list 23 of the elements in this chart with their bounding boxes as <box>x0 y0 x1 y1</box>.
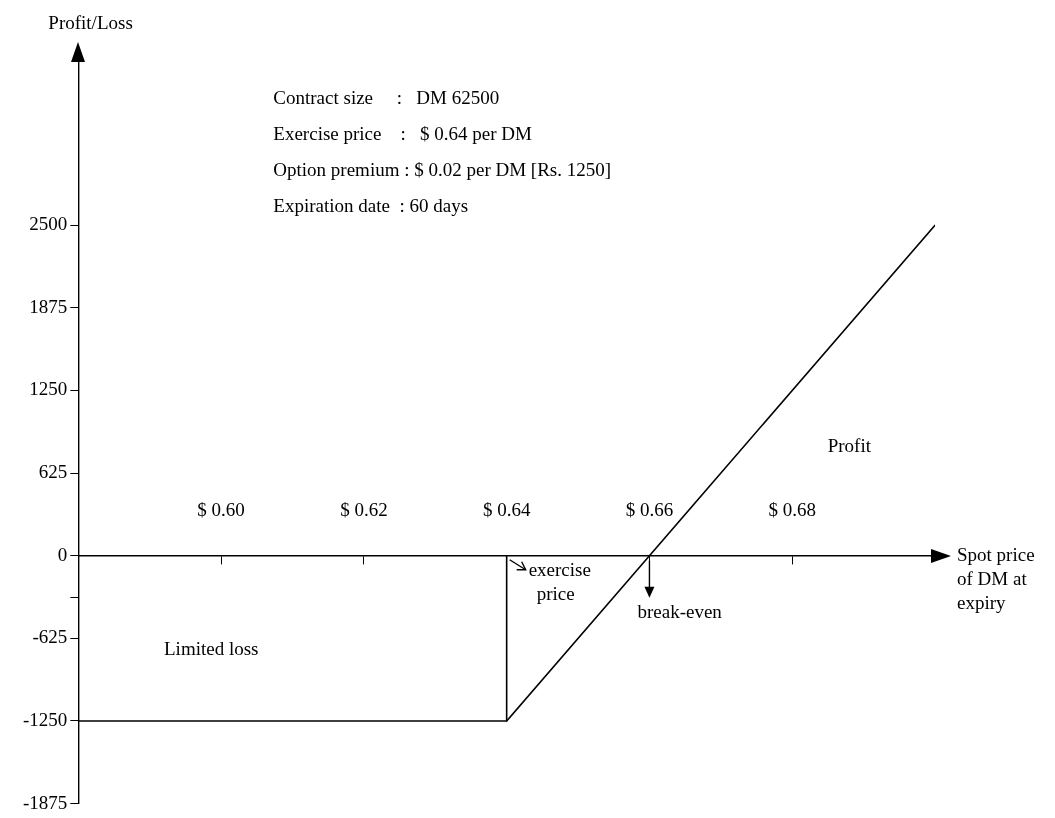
annotation: Expiration date : 60 days <box>273 195 469 217</box>
annotation: Profit <box>827 434 872 456</box>
y-tick-label: -625 <box>32 626 68 648</box>
annotation: Limited loss <box>163 637 259 659</box>
annotation: Contract size : DM 62500 <box>273 87 500 109</box>
x-axis-title: Spot price of DM at expiry <box>957 543 1035 613</box>
y-tick-label: 1875 <box>29 295 68 317</box>
annotation: Option premium : $ 0.02 per DM [Rs. 1250] <box>273 159 612 181</box>
y-tick-label: 2500 <box>29 213 68 235</box>
x-tick-label: $ 0.66 <box>625 499 674 521</box>
x-tick-label: $ 0.68 <box>768 499 816 521</box>
y-tick-label: -1875 <box>23 791 68 813</box>
y-tick-label: 1250 <box>29 378 68 400</box>
x-tick-label: $ 0.64 <box>482 499 531 521</box>
x-tick-label: $ 0.60 <box>197 499 245 521</box>
annotation: Exercise price : $ 0.64 per DM <box>273 123 532 145</box>
x-tick-label: $ 0.62 <box>340 499 388 521</box>
annotation: exercise price <box>528 559 591 605</box>
y-tick-label: 0 <box>57 543 68 565</box>
annotation: break-even <box>637 601 723 623</box>
y-tick-label: -1250 <box>23 708 68 730</box>
y-tick-label: 625 <box>38 461 68 483</box>
y-axis-title: Profit/Loss <box>48 12 133 34</box>
